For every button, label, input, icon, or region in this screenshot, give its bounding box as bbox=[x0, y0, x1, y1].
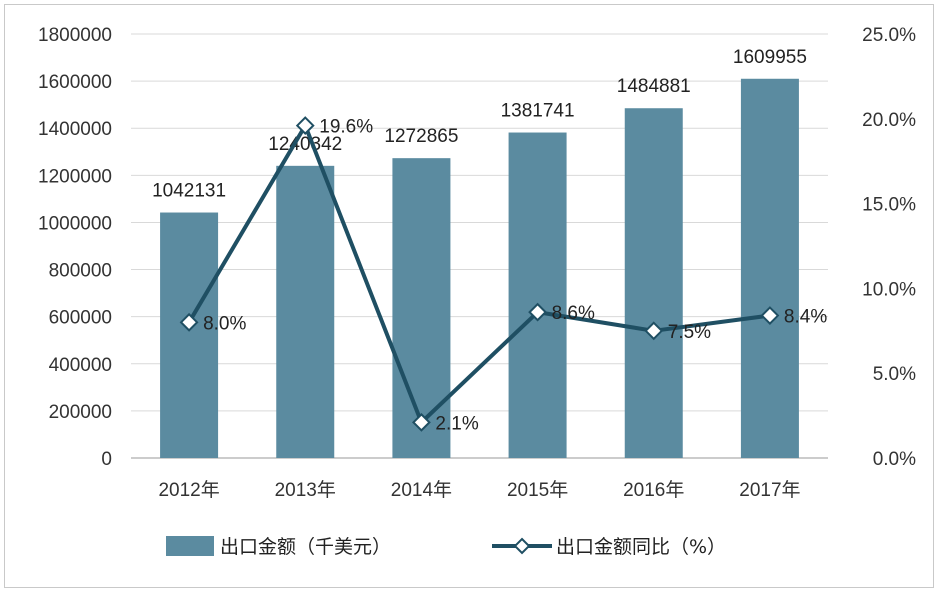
bar-data-label: 1042131 bbox=[152, 181, 226, 202]
line-marker bbox=[644, 321, 664, 341]
bar-data-label: 1381741 bbox=[501, 101, 575, 122]
bar bbox=[508, 132, 567, 458]
y-left-tick-label: 1000000 bbox=[38, 213, 112, 234]
line-data-label: 7.5% bbox=[668, 322, 711, 343]
yoy-line bbox=[187, 123, 771, 425]
bar bbox=[624, 108, 683, 458]
bar-data-label: 1484881 bbox=[617, 76, 691, 97]
bar bbox=[740, 78, 799, 458]
bar bbox=[392, 158, 451, 459]
y-left-tick-label: 0 bbox=[101, 449, 112, 470]
x-tick-label: 2012年 bbox=[158, 479, 219, 501]
line-data-label: 2.1% bbox=[435, 413, 478, 434]
y-right-tick-label: 20.0% bbox=[862, 110, 916, 131]
line-marker bbox=[295, 116, 315, 135]
y-left-tick-label: 600000 bbox=[49, 308, 112, 329]
y-axis-left: 0 200000 400000 600000 800000 1000000 1200000 1… bbox=[38, 25, 112, 470]
line-data-label: 8.0% bbox=[203, 313, 246, 334]
line-data-label: 19.6% bbox=[319, 117, 373, 138]
bar-data-label: 1272865 bbox=[384, 126, 458, 147]
x-tick-label: 2014年 bbox=[391, 479, 452, 501]
x-tick-label: 2015年 bbox=[507, 479, 568, 501]
line-marker bbox=[760, 306, 780, 325]
bar bbox=[160, 212, 219, 458]
bar-data-label: 1240342 bbox=[268, 134, 342, 155]
y-right-tick-label: 25.0% bbox=[862, 25, 916, 46]
bar-data-label: 1609955 bbox=[733, 47, 807, 68]
y-left-tick-label: 1600000 bbox=[38, 72, 112, 93]
legend-diamond-marker bbox=[513, 537, 531, 555]
x-tick-label: 2016年 bbox=[623, 479, 684, 501]
line-series bbox=[179, 116, 780, 432]
line-data-label: 8.4% bbox=[784, 307, 827, 328]
bar-series bbox=[160, 78, 799, 459]
line-data-label: 8.6% bbox=[552, 303, 595, 324]
line-data-labels: 8.0% 19.6% 2.1% 8.6% 7.5% 8.4% bbox=[203, 117, 827, 435]
y-axis-right: 0.0% 5.0% 10.0% 15.0% 20.0% 25.0% bbox=[862, 25, 916, 470]
legend: 出口金额（千美元） 出口金额同比（%） bbox=[166, 536, 726, 558]
y-left-tick-label: 1400000 bbox=[38, 119, 112, 140]
line-marker bbox=[179, 312, 199, 332]
bar bbox=[276, 165, 335, 458]
y-right-tick-label: 15.0% bbox=[862, 195, 916, 216]
y-left-tick-label: 400000 bbox=[49, 355, 112, 376]
y-left-tick-label: 200000 bbox=[49, 402, 112, 423]
y-right-tick-label: 0.0% bbox=[873, 449, 916, 470]
y-right-tick-label: 10.0% bbox=[862, 279, 916, 300]
y-left-tick-label: 1800000 bbox=[38, 25, 112, 46]
line-marker bbox=[412, 412, 431, 432]
legend-bar-label: 出口金额（千美元） bbox=[220, 536, 391, 558]
x-tick-label: 2013年 bbox=[275, 479, 336, 501]
x-axis: 2012年 2013年 2014年 2015年 2016年 2017年 bbox=[158, 479, 800, 501]
gridlines bbox=[131, 33, 828, 459]
y-left-tick-label: 1200000 bbox=[38, 166, 112, 187]
x-tick-label: 2017年 bbox=[739, 479, 800, 501]
y-right-tick-label: 5.0% bbox=[873, 364, 916, 385]
y-left-tick-label: 800000 bbox=[49, 261, 112, 282]
legend-line-label: 出口金额同比（%） bbox=[556, 536, 726, 558]
bar-data-labels: 1042131 1240342 1272865 1381741 1484881 16099… bbox=[152, 47, 807, 202]
legend-bar-swatch bbox=[166, 536, 214, 556]
line-marker bbox=[528, 302, 547, 322]
